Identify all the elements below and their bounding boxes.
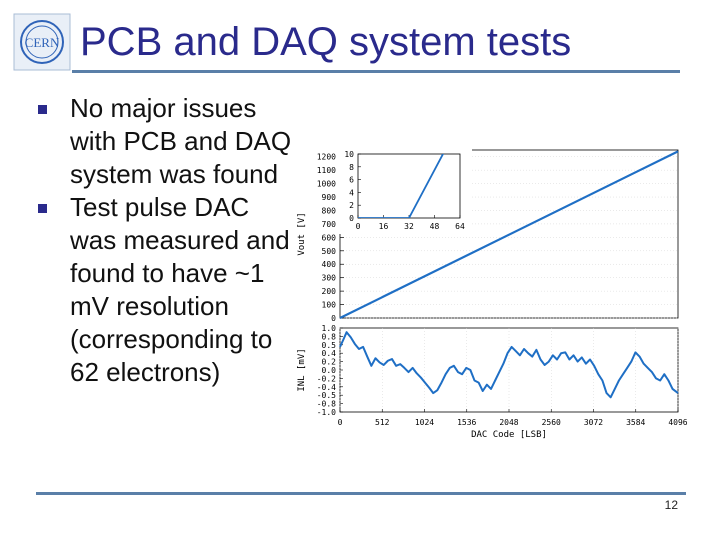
main-y-tick-label: 300	[322, 274, 337, 283]
inl-x-tick-label: 1536	[457, 418, 476, 427]
inl-y-tick-label: -0.2	[317, 374, 336, 383]
inl-x-tick-label: 3584	[626, 418, 645, 427]
footer-divider	[36, 492, 686, 495]
inset-plot-frame	[357, 153, 461, 219]
inset-y-tick-label: 2	[349, 201, 354, 210]
bullet-item: Test pulse DAC was measured and found to…	[36, 191, 298, 389]
title-divider	[72, 70, 680, 73]
inl-x-axis-label: DAC Code [LSB]	[471, 430, 547, 440]
inl-y-tick-label: 0.0	[322, 366, 337, 375]
bullet-text: No major issues with PCB and DAQ system …	[70, 93, 292, 189]
inl-y-tick-label: -1.0	[317, 408, 336, 417]
main-y-tick-label: 800	[322, 206, 337, 215]
cern-logo: CERN	[12, 12, 72, 72]
main-y-tick-label: 700	[322, 220, 337, 229]
main-y-tick-label: 200	[322, 287, 337, 296]
bullet-text: Test pulse DAC was measured and found to…	[70, 192, 290, 387]
bullet-list: No major issues with PCB and DAQ system …	[36, 92, 298, 389]
bullet-item: No major issues with PCB and DAQ system …	[36, 92, 298, 191]
main-y-tick-label: 100	[322, 301, 337, 310]
inl-y-tick-label: 1.0	[322, 324, 337, 333]
inl-x-tick-label: 2048	[499, 418, 518, 427]
main-y-tick-label: 600	[322, 233, 337, 242]
square-bullet-icon	[38, 105, 47, 114]
dac-measurement-figure: 0 100 200 300 400 500 600 700 800 900 1000 1100 1200…	[292, 142, 692, 447]
inl-y-tick-label: 0.8	[322, 332, 337, 341]
main-y-tick-label: 1200	[317, 153, 336, 162]
page-number: 12	[664, 498, 678, 512]
inl-y-axis-label: INL [mV]	[297, 348, 307, 391]
inset-x-tick-label: 16	[379, 222, 389, 231]
slide-title: PCB and DAQ system tests	[80, 20, 572, 64]
inl-x-tick-label: 512	[375, 418, 390, 427]
main-y-tick-label: 900	[322, 193, 337, 202]
main-y-axis-label: Vout [V]	[297, 212, 307, 255]
inset-y-tick-label: 4	[349, 188, 354, 197]
inset-y-tick-label: 8	[349, 163, 354, 172]
square-bullet-icon	[38, 204, 47, 213]
inl-y-tick-label: 0.5	[322, 341, 337, 350]
inl-y-tick-label: 0.4	[322, 349, 337, 358]
inset-y-tick-label: 6	[349, 176, 354, 185]
inset-x-tick-label: 48	[430, 222, 440, 231]
inl-y-tick-label: -0.8	[317, 400, 336, 409]
inl-y-tick-label: -0.4	[317, 383, 336, 392]
inl-x-tick-label: 4096	[668, 418, 687, 427]
main-y-tick-label: 400	[322, 260, 337, 269]
inl-y-tick-label: 0.2	[322, 358, 337, 367]
main-y-tick-label: 1000	[317, 180, 336, 189]
inl-series-line	[339, 331, 679, 399]
main-y-tick-label: 500	[322, 247, 337, 256]
inl-x-tick-label: 0	[338, 418, 343, 427]
inset-x-tick-label: 0	[356, 222, 361, 231]
inset-y-tick-label: 0	[349, 214, 354, 223]
vout-series-line	[339, 150, 679, 319]
inl-x-tick-label: 3072	[584, 418, 603, 427]
main-y-tick-label: 1100	[317, 166, 336, 175]
inset-x-tick-label: 64	[455, 222, 465, 231]
logo-text: CERN	[25, 35, 60, 50]
main-y-tick-label: 0	[331, 314, 336, 323]
inl-y-tick-label: -0.5	[317, 391, 336, 400]
inset-x-tick-label: 32	[404, 222, 414, 231]
dac-plots-svg: 0100200300400500600700800900100011001200…	[297, 148, 688, 440]
inl-x-tick-label: 2560	[542, 418, 561, 427]
inl-x-tick-label: 1024	[415, 418, 434, 427]
inset-y-tick-label: 10	[344, 150, 354, 159]
